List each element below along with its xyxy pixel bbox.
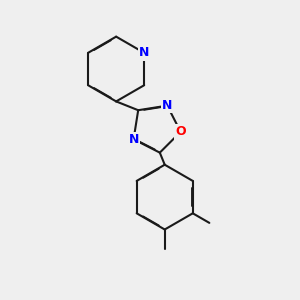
Text: O: O: [175, 125, 186, 138]
Text: N: N: [162, 99, 172, 112]
Text: N: N: [139, 46, 149, 59]
Text: N: N: [128, 133, 139, 146]
